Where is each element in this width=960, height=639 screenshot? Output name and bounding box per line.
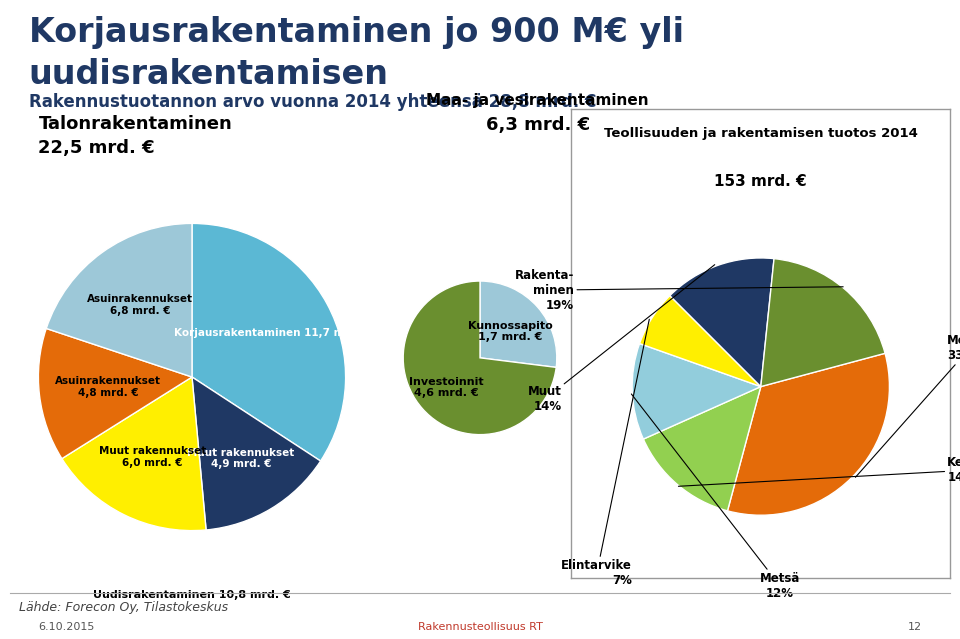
Text: Investoinnit
4,6 mrd. €: Investoinnit 4,6 mrd. € <box>409 376 484 398</box>
Wedge shape <box>38 328 192 459</box>
Text: Maa- ja vesirakentaminen: Maa- ja vesirakentaminen <box>426 93 649 107</box>
Text: Rakennusteollisuus RT: Rakennusteollisuus RT <box>418 622 542 633</box>
Wedge shape <box>61 377 206 530</box>
Text: Muut rakennukset
4,9 mrd. €: Muut rakennukset 4,9 mrd. € <box>187 448 295 470</box>
Wedge shape <box>192 377 321 530</box>
Text: Metsä
12%: Metsä 12% <box>632 394 801 600</box>
Text: Muut rakennukset
6,0 mrd. €: Muut rakennukset 6,0 mrd. € <box>99 446 206 468</box>
Text: Talonrakentaminen: Talonrakentaminen <box>38 115 232 133</box>
Wedge shape <box>760 259 885 387</box>
Wedge shape <box>670 258 774 387</box>
Text: Korjausrakentaminen jo 900 M€ yli: Korjausrakentaminen jo 900 M€ yli <box>29 16 684 49</box>
Text: Asuinrakennukset
6,8 mrd. €: Asuinrakennukset 6,8 mrd. € <box>87 294 193 316</box>
Text: Metalli
33%: Metalli 33% <box>855 334 960 477</box>
Wedge shape <box>639 296 760 387</box>
Wedge shape <box>403 281 556 435</box>
Wedge shape <box>46 224 192 377</box>
Text: 22,5 mrd. €: 22,5 mrd. € <box>38 139 155 157</box>
Text: Kemia
14%: Kemia 14% <box>679 456 960 486</box>
Wedge shape <box>643 387 760 511</box>
Wedge shape <box>633 344 760 439</box>
Text: Korjausrakentaminen 11,7 mrd. €: Korjausrakentaminen 11,7 mrd. € <box>174 328 372 338</box>
Text: Kunnossapito
1,7 mrd. €: Kunnossapito 1,7 mrd. € <box>468 321 552 343</box>
Text: 6.10.2015: 6.10.2015 <box>38 622 95 633</box>
Text: Uudisrakentaminen 10,8 mrd. €: Uudisrakentaminen 10,8 mrd. € <box>93 590 291 600</box>
Text: Asuinrakennukset
4,8 mrd. €: Asuinrakennukset 4,8 mrd. € <box>55 376 161 398</box>
Text: Rakennustuotannon arvo vuonna 2014 yhteensä 28,8 mrd. €: Rakennustuotannon arvo vuonna 2014 yhtee… <box>29 93 596 111</box>
Text: Rakenta-
minen
19%: Rakenta- minen 19% <box>515 268 843 312</box>
Text: Teollisuuden ja rakentamisen tuotos 2014: Teollisuuden ja rakentamisen tuotos 2014 <box>604 127 918 141</box>
Text: 153 mrd. €: 153 mrd. € <box>714 174 807 189</box>
Text: Muut
14%: Muut 14% <box>528 265 715 413</box>
Wedge shape <box>480 281 557 367</box>
Wedge shape <box>728 353 889 515</box>
Text: Lähde: Forecon Oy, Tilastokeskus: Lähde: Forecon Oy, Tilastokeskus <box>19 601 228 613</box>
Wedge shape <box>192 224 346 461</box>
Text: 6,3 mrd. €: 6,3 mrd. € <box>486 116 589 134</box>
Text: uudisrakentamisen: uudisrakentamisen <box>29 58 389 91</box>
Text: Elintarvike
7%: Elintarvike 7% <box>562 320 649 587</box>
Text: 12: 12 <box>907 622 922 633</box>
